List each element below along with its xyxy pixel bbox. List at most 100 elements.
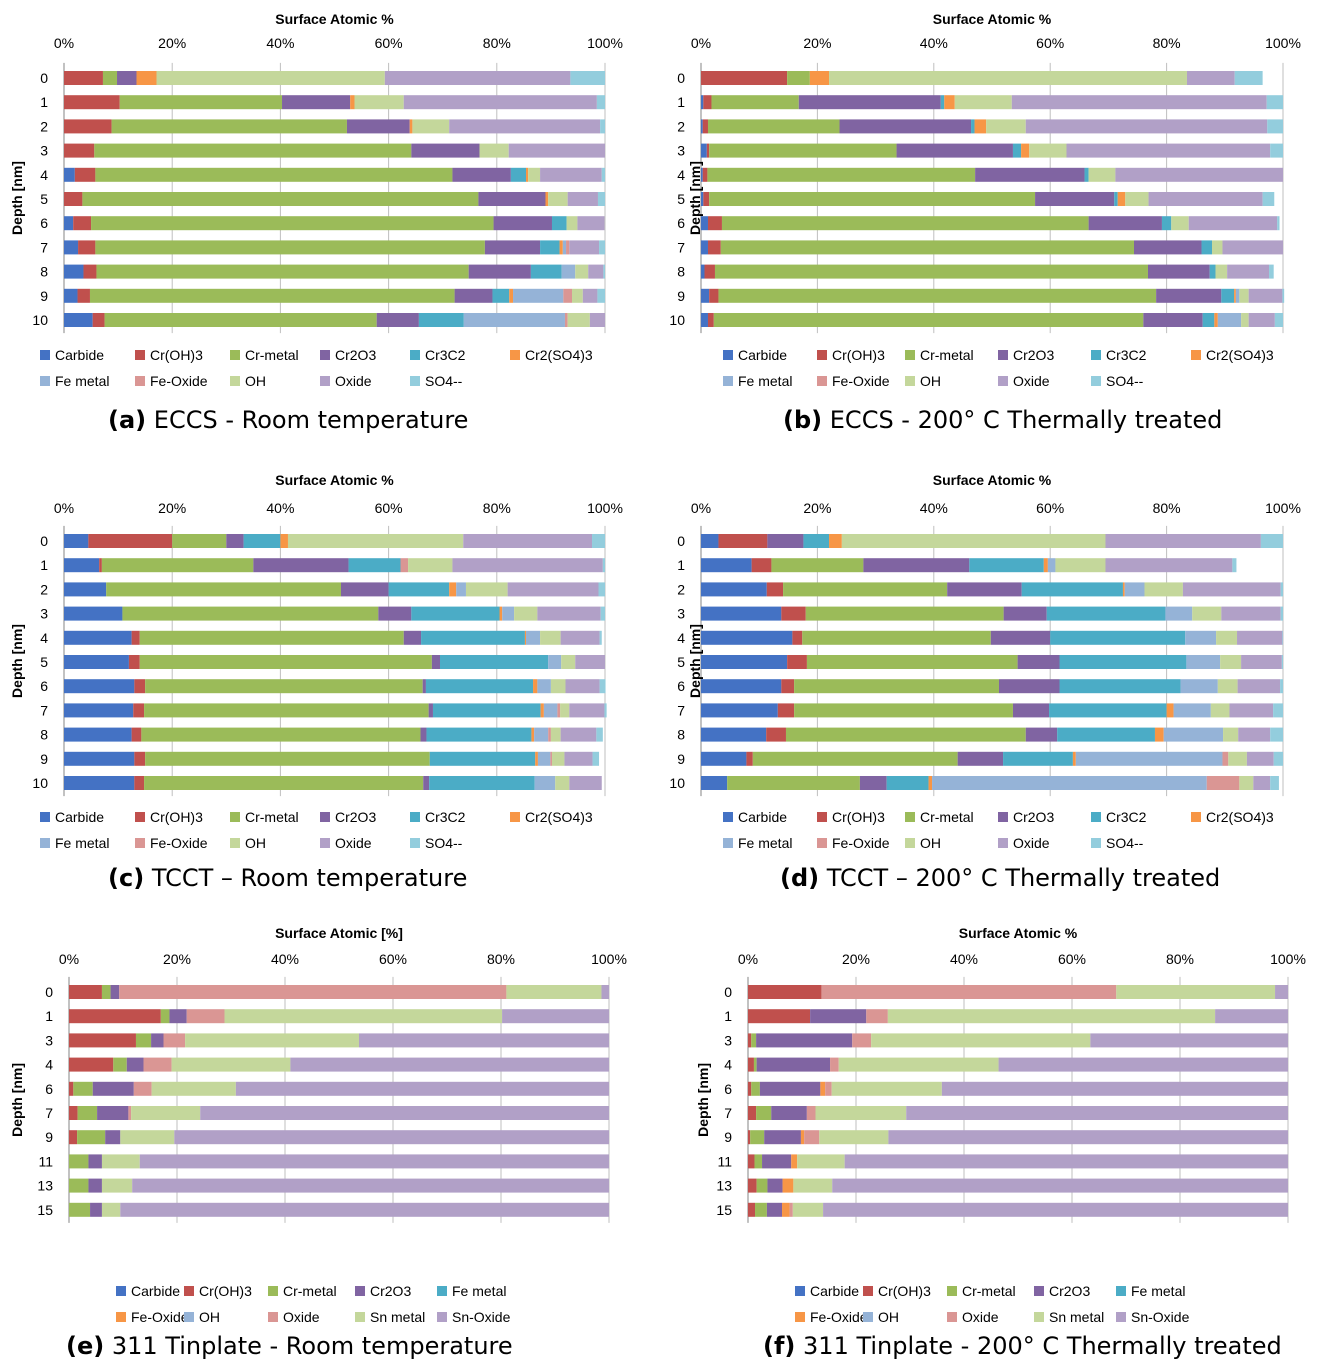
bar-segment [701, 95, 704, 110]
panel-e: 0% 20% 40% 60% 80% 100% Surface Atomic [%] Dept… [0, 912, 659, 1368]
bar-segment [709, 192, 1036, 206]
y-tick-label: 1 [40, 557, 48, 573]
bar-segment [64, 727, 132, 742]
panel-b: 0% 20% 40% 60% 80% 100% Surface Atomic % Depth … [659, 0, 1318, 456]
bar-segment [601, 985, 609, 999]
y-axis-label: Depth [nm] [9, 624, 25, 698]
x-tick-label: 20% [842, 951, 870, 967]
caption-id: (a) [108, 406, 147, 434]
bar-segment [727, 776, 860, 790]
bar-segment [599, 679, 606, 694]
bar-segment [701, 776, 728, 790]
y-tick-label: 9 [677, 288, 685, 304]
bar-segment [701, 655, 788, 669]
bar-segment [709, 143, 897, 158]
bar-segment [797, 1154, 845, 1169]
bar-segment [944, 95, 955, 110]
legend-swatch [410, 838, 420, 848]
bar-segment [540, 240, 560, 255]
bar-segment [887, 1009, 1216, 1024]
legend-swatch [135, 350, 145, 360]
bar-segment [1025, 119, 1268, 134]
bar-segment [64, 192, 83, 206]
bar-segment [557, 703, 561, 718]
caption-text: ECCS - 200° C Thermally treated [829, 406, 1223, 434]
bar-segment [794, 703, 1013, 718]
bar-segment [88, 1178, 102, 1193]
bar-segment [350, 95, 355, 110]
bar-segment [88, 1154, 102, 1169]
bar-segment [1216, 630, 1238, 645]
bar-segment [567, 192, 598, 206]
bar-segment [174, 1130, 610, 1145]
bar-segment [1105, 534, 1261, 548]
legend-label: Carbide [738, 809, 787, 825]
bar-segment [409, 119, 413, 134]
bar-segment [1280, 582, 1283, 597]
bar-segment [83, 264, 97, 279]
bar-segment [77, 288, 90, 303]
bar-segment [713, 313, 1144, 327]
legend-swatch [355, 1286, 365, 1296]
legend-swatch [230, 376, 240, 386]
bar-segment [787, 655, 807, 669]
legend-swatch [437, 1312, 447, 1322]
bar-segment [601, 167, 605, 182]
bar-segment [119, 985, 507, 999]
bar-segment [64, 240, 79, 255]
bar-segment [563, 288, 572, 303]
x-tick-label: 20% [158, 35, 186, 51]
bar-segment [478, 192, 546, 206]
bar-segment [1003, 751, 1073, 766]
bar-segment [592, 534, 605, 548]
bar-segment [575, 655, 605, 669]
legend-label: Cr(OH)3 [832, 347, 885, 363]
bar-segment [599, 240, 605, 255]
bar-segment [64, 143, 95, 158]
bar-segment [534, 776, 556, 790]
bar-segment [131, 1106, 201, 1120]
bar-segment [971, 119, 975, 134]
legend-swatch [355, 1312, 365, 1322]
bar-segment [449, 119, 601, 134]
y-tick-label: 4 [40, 630, 48, 646]
bar-segment [1202, 313, 1215, 327]
bar-segment [548, 192, 568, 206]
bar-segment [358, 1033, 609, 1048]
bar-segment [502, 606, 515, 621]
bar-segment [69, 1081, 74, 1096]
bar-segment [569, 776, 602, 790]
y-tick-label: 6 [677, 678, 685, 694]
legend-label: Cr2O3 [1013, 347, 1054, 363]
bar-segment [756, 1106, 772, 1120]
y-tick-label: 10 [32, 312, 48, 328]
bar-segment [707, 167, 976, 182]
legend-label: Oxide [962, 1309, 999, 1325]
y-tick-label: 4 [45, 1057, 53, 1073]
bar-segment [820, 1081, 826, 1096]
bar-segment [502, 1009, 609, 1024]
bar-segment [412, 119, 450, 134]
bar-segment [432, 703, 541, 718]
bar-segment [1221, 288, 1235, 303]
bar-segment [160, 1009, 170, 1024]
bar-segment [701, 630, 793, 645]
bar-segment [135, 1033, 152, 1048]
bar-segment [73, 216, 92, 231]
bar-segment [139, 630, 404, 645]
legend-swatch [184, 1312, 194, 1322]
bar-segment [243, 534, 281, 548]
legend-label: Cr2O3 [370, 1283, 411, 1299]
y-tick-label: 6 [45, 1081, 53, 1097]
bar-segment [754, 1154, 763, 1169]
bar-segment [456, 582, 466, 597]
y-tick-label: 7 [45, 1105, 53, 1121]
caption-text: 311 Tinplate - 200° C Thermally treated [803, 1332, 1282, 1360]
bar-segment [859, 776, 887, 790]
bar-segment [90, 1202, 102, 1217]
y-tick-label: 4 [677, 167, 685, 183]
bar-segment [403, 630, 422, 645]
bar-segment [452, 558, 603, 573]
legend-swatch [1091, 350, 1101, 360]
bar-segment [701, 264, 705, 279]
